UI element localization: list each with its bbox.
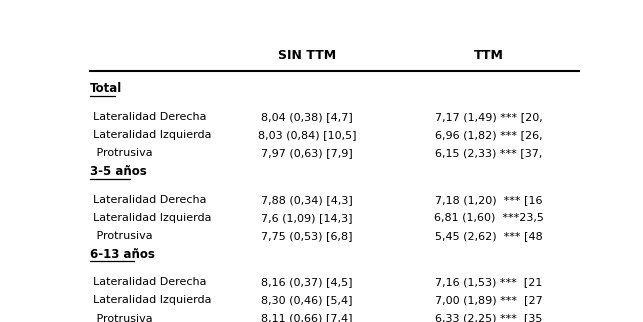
Text: Protrusiva: Protrusiva [93, 314, 152, 322]
Text: Protrusiva: Protrusiva [93, 148, 152, 158]
Text: 8,16 (0,37) [4,5]: 8,16 (0,37) [4,5] [261, 277, 353, 287]
Text: 7,18 (1,20)  *** [16: 7,18 (1,20) *** [16 [435, 195, 543, 205]
Text: Lateralidad Derecha: Lateralidad Derecha [93, 277, 206, 287]
Text: 7,00 (1,89) ***  [27: 7,00 (1,89) *** [27 [435, 296, 543, 306]
Text: SIN TTM: SIN TTM [278, 49, 336, 62]
Text: 5,45 (2,62)  *** [48: 5,45 (2,62) *** [48 [435, 231, 543, 241]
Text: 7,97 (0,63) [7,9]: 7,97 (0,63) [7,9] [261, 148, 353, 158]
Text: 8,30 (0,46) [5,4]: 8,30 (0,46) [5,4] [261, 296, 353, 306]
Text: 7,88 (0,34) [4,3]: 7,88 (0,34) [4,3] [261, 195, 353, 205]
Text: 7,6 (1,09) [14,3]: 7,6 (1,09) [14,3] [261, 213, 353, 223]
Text: Lateralidad Izquierda: Lateralidad Izquierda [93, 130, 212, 140]
Text: 8,11 (0,66) [7,4]: 8,11 (0,66) [7,4] [261, 314, 353, 322]
Text: 8,03 (0,84) [10,5]: 8,03 (0,84) [10,5] [258, 130, 356, 140]
Text: 6,81 (1,60)  ***23,5: 6,81 (1,60) ***23,5 [434, 213, 544, 223]
Text: Protrusiva: Protrusiva [93, 231, 152, 241]
Text: Total: Total [90, 82, 123, 95]
Text: Lateralidad Izquierda: Lateralidad Izquierda [93, 296, 212, 306]
Text: TTM: TTM [474, 49, 504, 62]
Text: 6-13 años: 6-13 años [90, 248, 155, 260]
Text: 6,15 (2,33) *** [37,: 6,15 (2,33) *** [37, [435, 148, 543, 158]
Text: 3-5 años: 3-5 años [90, 165, 147, 178]
Text: 7,75 (0,53) [6,8]: 7,75 (0,53) [6,8] [261, 231, 353, 241]
Text: 6,96 (1,82) *** [26,: 6,96 (1,82) *** [26, [435, 130, 543, 140]
Text: 7,16 (1,53) ***  [21: 7,16 (1,53) *** [21 [435, 277, 543, 287]
Text: 6,33 (2,25) ***  [35: 6,33 (2,25) *** [35 [435, 314, 543, 322]
Text: Lateralidad Derecha: Lateralidad Derecha [93, 195, 206, 205]
Text: 7,17 (1,49) *** [20,: 7,17 (1,49) *** [20, [435, 112, 543, 122]
Text: 8,04 (0,38) [4,7]: 8,04 (0,38) [4,7] [261, 112, 353, 122]
Text: Lateralidad Izquierda: Lateralidad Izquierda [93, 213, 212, 223]
Text: Lateralidad Derecha: Lateralidad Derecha [93, 112, 206, 122]
